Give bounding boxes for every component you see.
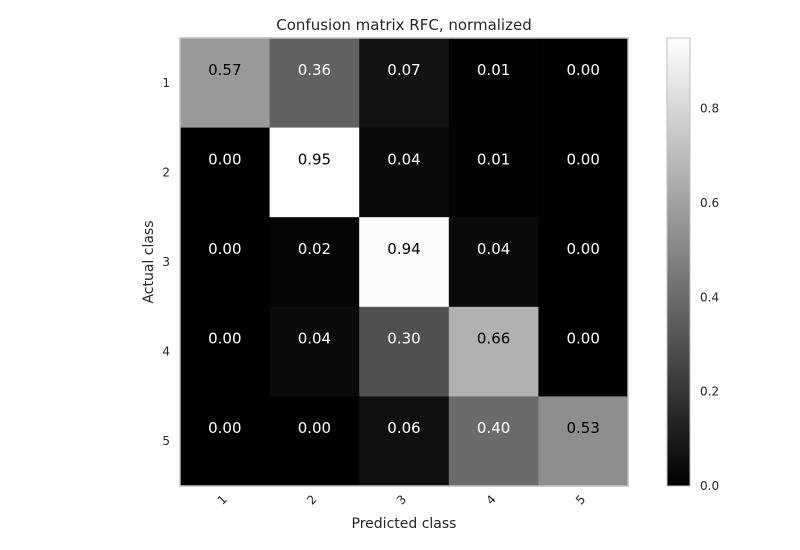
cell-value-labels: 0.57 0.36 0.07 0.01 0.00 0.00 0.95 0.04 0.01 0.00… bbox=[208, 61, 600, 437]
x-axis-label: Predicted class bbox=[352, 516, 457, 532]
cell-value-r2-c2: 0.95 bbox=[298, 150, 331, 168]
cell-value-r4-c3: 0.30 bbox=[387, 330, 420, 348]
heatmap-cell-r1-c5 bbox=[538, 38, 629, 129]
cell-value-r2-c5: 0.00 bbox=[566, 150, 599, 168]
colorbar-tick-0.4: 0.4 bbox=[700, 290, 719, 304]
cell-value-r5-c1: 0.00 bbox=[208, 419, 241, 437]
heatmap-cell-r5-c3 bbox=[359, 396, 450, 487]
cell-value-r4-c5: 0.00 bbox=[566, 330, 599, 348]
heatmap-cell-r2-c5 bbox=[538, 127, 629, 218]
cell-value-r3-c3: 0.94 bbox=[387, 240, 420, 258]
cell-value-r1-c4: 0.01 bbox=[477, 61, 510, 79]
cell-value-r4-c2: 0.04 bbox=[298, 330, 331, 348]
cell-value-r3-c2: 0.02 bbox=[298, 240, 331, 258]
colorbar-tick-labels: 0.0 0.2 0.4 0.6 0.8 bbox=[700, 102, 719, 493]
y-tick-labels: 1 2 3 4 5 bbox=[162, 76, 170, 448]
cell-value-r2-c4: 0.01 bbox=[477, 150, 510, 168]
heatmap-cell-r4-c2 bbox=[269, 306, 360, 397]
cell-value-r2-c3: 0.04 bbox=[387, 150, 420, 168]
y-tick-label-3: 3 bbox=[162, 255, 170, 269]
cell-value-r3-c1: 0.00 bbox=[208, 240, 241, 258]
heatmap-cell-r3-c1 bbox=[180, 217, 271, 308]
y-axis-label: Actual class bbox=[141, 220, 157, 303]
heatmap-cell-r1-c4 bbox=[448, 38, 539, 129]
cell-value-r1-c1: 0.57 bbox=[208, 61, 241, 79]
heatmap-cell-r3-c3 bbox=[359, 217, 450, 308]
heatmap-cell-r4-c4 bbox=[448, 306, 539, 397]
cell-value-r3-c5: 0.00 bbox=[566, 240, 599, 258]
colorbar-tick-0.0: 0.0 bbox=[700, 479, 719, 493]
cell-value-r3-c4: 0.04 bbox=[477, 240, 510, 258]
heatmap-cell-r3-c5 bbox=[538, 217, 629, 308]
heatmap-cell-r2-c1 bbox=[180, 127, 271, 218]
heatmap-cell-r1-c1 bbox=[180, 38, 271, 129]
heatmap-cell-r5-c1 bbox=[180, 396, 271, 487]
cell-value-r2-c1: 0.00 bbox=[208, 150, 241, 168]
cell-value-r1-c3: 0.07 bbox=[387, 61, 420, 79]
cell-value-r5-c4: 0.40 bbox=[477, 419, 510, 437]
chart-title: Confusion matrix RFC, normalized bbox=[276, 16, 531, 34]
colorbar-tick-0.8: 0.8 bbox=[700, 102, 719, 116]
y-tick-label-2: 2 bbox=[162, 165, 170, 179]
y-tick-label-4: 4 bbox=[162, 345, 170, 359]
x-tick-label-1: 1 bbox=[215, 492, 230, 507]
cell-value-r1-c5: 0.00 bbox=[566, 61, 599, 79]
y-tick-label-5: 5 bbox=[162, 434, 170, 448]
cell-value-r4-c1: 0.00 bbox=[208, 330, 241, 348]
heatmap-cell-r4-c5 bbox=[538, 306, 629, 397]
colorbar bbox=[666, 37, 691, 487]
x-tick-label-2: 2 bbox=[304, 492, 319, 507]
heatmap-cell-r2-c3 bbox=[359, 127, 450, 218]
cell-value-r4-c4: 0.66 bbox=[477, 330, 510, 348]
cell-value-r1-c2: 0.36 bbox=[298, 61, 331, 79]
x-tick-label-5: 5 bbox=[573, 492, 588, 507]
heatmap-cell-r1-c2 bbox=[269, 38, 360, 129]
heatmap-cell-r5-c5 bbox=[538, 396, 629, 487]
heatmap-cell-r1-c3 bbox=[359, 38, 450, 129]
x-tick-label-4: 4 bbox=[483, 492, 498, 507]
heatmap-cell-r3-c4 bbox=[448, 217, 539, 308]
heatmap-frame bbox=[179, 37, 629, 487]
cell-value-r5-c3: 0.06 bbox=[387, 419, 420, 437]
heatmap-cell-r2-c4 bbox=[448, 127, 539, 218]
heatmap-cell-r2-c2 bbox=[269, 127, 360, 218]
cell-value-r5-c2: 0.00 bbox=[298, 419, 331, 437]
heatmap-cell-r3-c2 bbox=[269, 217, 360, 308]
heatmap-cells bbox=[180, 38, 629, 487]
y-tick-label-1: 1 bbox=[162, 76, 170, 90]
heatmap-cell-r4-c1 bbox=[180, 306, 271, 397]
x-tick-label-3: 3 bbox=[394, 492, 409, 507]
heatmap-cell-r5-c4 bbox=[448, 396, 539, 487]
colorbar-tick-0.6: 0.6 bbox=[700, 196, 719, 210]
heatmap-cell-r5-c2 bbox=[269, 396, 360, 487]
cell-value-r5-c5: 0.53 bbox=[566, 419, 599, 437]
colorbar-tick-0.2: 0.2 bbox=[700, 385, 719, 399]
heatmap-cell-r4-c3 bbox=[359, 306, 450, 397]
x-tick-labels: 1 2 3 4 5 bbox=[215, 492, 589, 507]
